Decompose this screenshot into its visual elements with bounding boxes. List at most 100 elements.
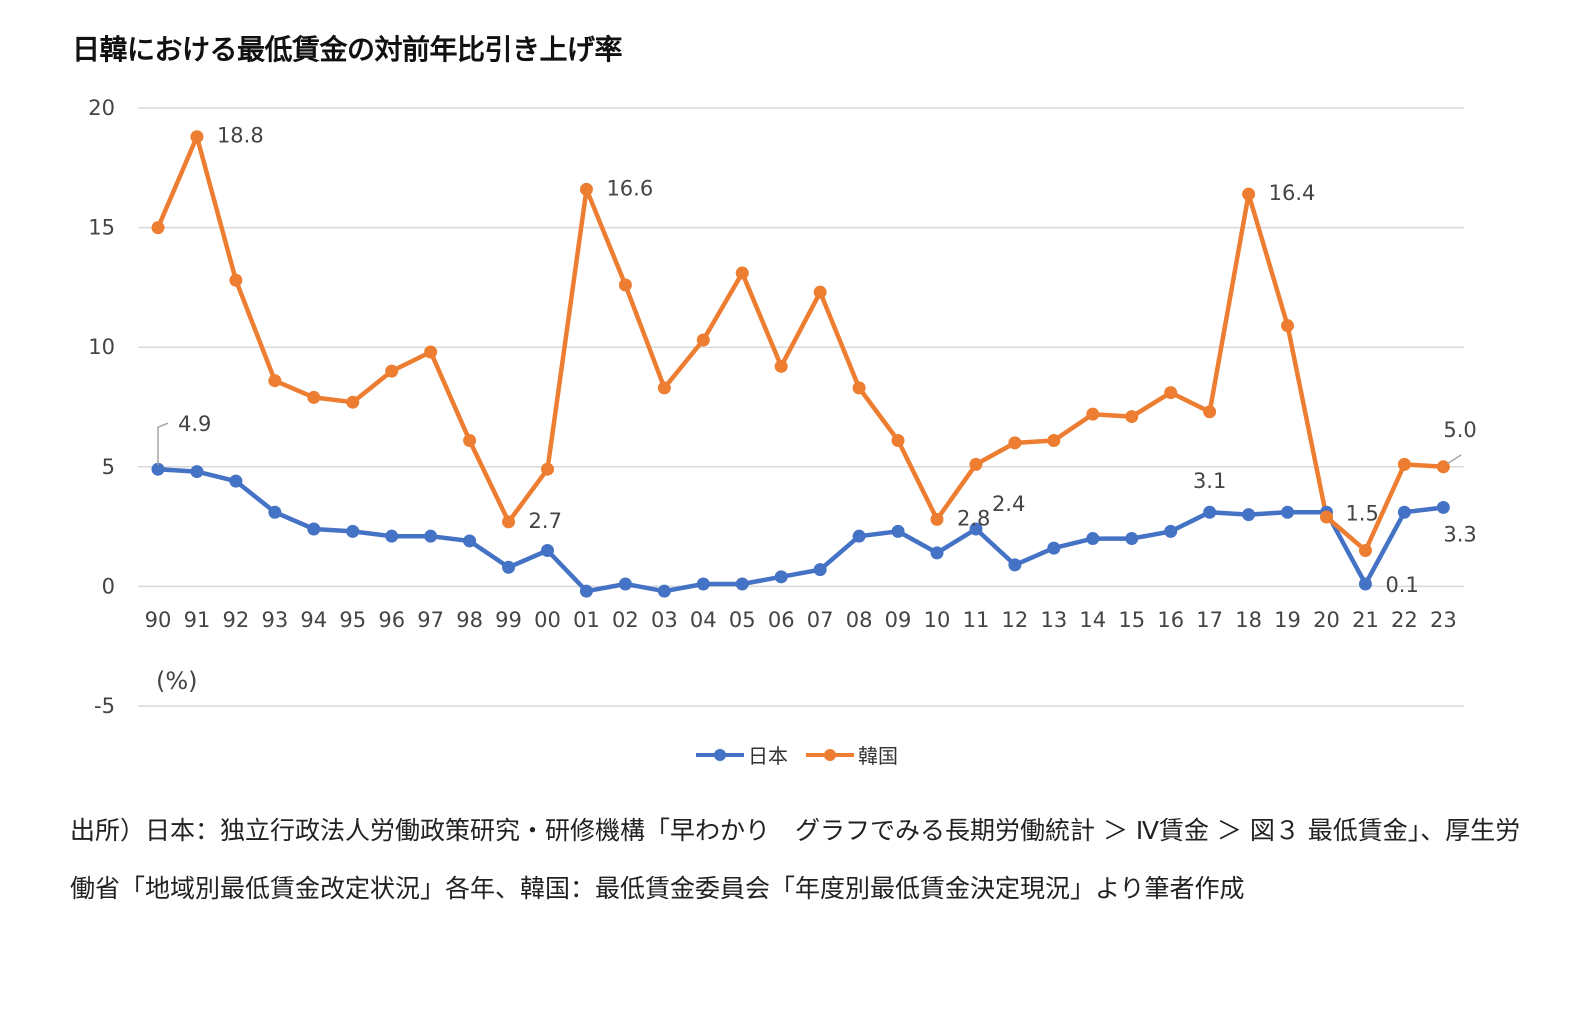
korea-point — [852, 381, 866, 395]
x-tick-label: 08 — [846, 608, 873, 632]
data-label: 4.9 — [178, 412, 211, 436]
japan-point — [229, 474, 243, 488]
korea-point — [1164, 386, 1178, 400]
x-tick-label: 06 — [768, 608, 795, 632]
x-tick-label: 98 — [456, 608, 483, 632]
japan-point — [502, 560, 516, 574]
data-label: 3.1 — [1193, 469, 1226, 493]
korea-point — [190, 130, 204, 144]
japan-point — [463, 534, 477, 548]
japan-point — [346, 524, 360, 538]
data-label: 1.5 — [1345, 502, 1378, 526]
korea-point — [618, 278, 632, 292]
y-tick-label: 20 — [88, 96, 115, 120]
chart-title: 日韓における最低賃金の対前年比引き上げ率 — [72, 33, 623, 66]
x-tick-label: 97 — [417, 608, 444, 632]
y-tick-label: 5 — [102, 455, 115, 479]
x-tick-label: 94 — [300, 608, 327, 632]
korea-point — [1242, 187, 1256, 201]
korea-point — [1358, 544, 1372, 558]
japan-point — [696, 577, 710, 591]
unit-label: (%) — [156, 667, 198, 695]
series-line-japan — [155, 466, 1446, 594]
korea-point — [891, 433, 905, 447]
source-note: 出所）日本：独立行政法人労働政策研究・研修機構「早わかり グラフでみる長期労働統… — [70, 816, 1521, 903]
x-tick-label: 17 — [1196, 608, 1223, 632]
data-label: 16.6 — [606, 176, 653, 200]
japan-point — [1281, 505, 1295, 519]
japan-point — [1164, 524, 1178, 538]
korea-point — [1047, 433, 1061, 447]
legend: 日本 韓国 — [0, 740, 1594, 769]
korea-point — [1436, 460, 1450, 474]
korea-point — [541, 462, 554, 476]
legend-label-korea: 韓国 — [858, 744, 898, 768]
data-label: 18.8 — [217, 124, 264, 148]
japan-point — [813, 563, 827, 577]
japan-point — [268, 505, 282, 519]
korea-point — [424, 345, 438, 359]
korea-point — [774, 359, 788, 373]
japan-point — [1125, 532, 1139, 546]
y-axis-ticks: 20 15 10 5 0 -5 — [88, 96, 115, 718]
x-tick-label: 14 — [1079, 608, 1106, 632]
korea-point — [969, 457, 983, 471]
x-tick-label: 91 — [184, 608, 211, 632]
japan-point — [385, 529, 399, 543]
japan-point — [424, 529, 438, 543]
data-label: 2.7 — [529, 509, 562, 533]
legend-item-korea: 韓国 — [806, 740, 898, 769]
x-tick-label: 99 — [495, 608, 522, 632]
japan-point — [1358, 577, 1372, 591]
korea-point — [463, 433, 477, 447]
japan-point — [1008, 558, 1022, 572]
legend-item-japan: 日本 — [696, 740, 788, 769]
y-tick-label: 15 — [88, 216, 115, 240]
japan-point — [190, 465, 204, 479]
japan-point — [541, 544, 554, 558]
korea-point — [151, 221, 165, 235]
japan-point — [1397, 505, 1411, 519]
japan-point — [891, 524, 905, 538]
y-tick-label: -5 — [94, 694, 115, 718]
korea-point — [696, 333, 710, 347]
legend-swatch-korea — [806, 746, 854, 764]
japan-point — [657, 584, 671, 598]
korea-point — [385, 364, 399, 378]
gridlines — [138, 107, 1464, 707]
japan-point — [1086, 532, 1100, 546]
x-tick-label: 20 — [1313, 608, 1340, 632]
data-label: 2.4 — [992, 492, 1025, 516]
korea-point — [229, 273, 243, 287]
japan-point — [1203, 505, 1217, 519]
x-tick-label: 12 — [1002, 608, 1029, 632]
korea-point — [307, 390, 321, 404]
korea-point — [1086, 407, 1100, 421]
x-tick-label: 03 — [651, 608, 678, 632]
japan-point — [307, 522, 321, 536]
korea-point — [735, 266, 749, 280]
korea-point — [1320, 510, 1333, 524]
japan-point — [1047, 541, 1061, 555]
x-tick-label: 22 — [1391, 608, 1418, 632]
x-tick-label: 18 — [1235, 608, 1262, 632]
korea-point — [1008, 436, 1022, 450]
x-tick-label: 13 — [1040, 608, 1067, 632]
x-tick-label: 23 — [1430, 608, 1457, 632]
leader-line — [157, 422, 169, 466]
x-tick-label: 11 — [963, 608, 990, 632]
korea-point — [1281, 319, 1295, 333]
x-tick-label: 00 — [534, 608, 561, 632]
korea-point — [268, 374, 282, 388]
x-tick-label: 16 — [1157, 608, 1184, 632]
x-tick-label: 04 — [690, 608, 717, 632]
korea-point — [502, 515, 516, 529]
korea-point — [657, 381, 671, 395]
line-chart: 20 15 10 5 0 -5 90 91 92 93 94 95 96 97 98 99 00 01 02 03 0… — [88, 96, 1477, 718]
x-tick-label: 95 — [339, 608, 366, 632]
data-label: 0.1 — [1385, 573, 1418, 597]
series-lines — [151, 130, 1450, 598]
data-labels: 4.9 2.4 3.1 0.1 3.3 18.8 2.7 16.6 2.8 16.4 1.5 5.0 — [157, 124, 1477, 597]
japan-point — [852, 529, 866, 543]
korea-point — [1397, 457, 1411, 471]
